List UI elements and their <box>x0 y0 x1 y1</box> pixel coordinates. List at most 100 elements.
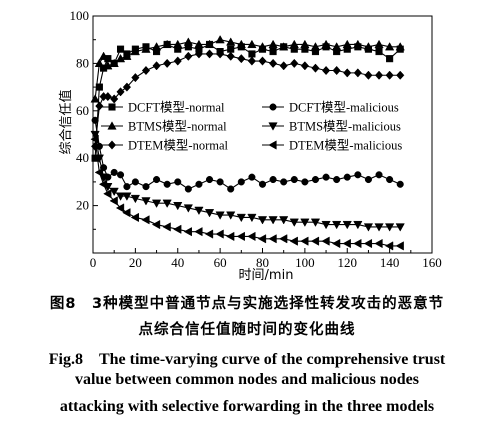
data-point <box>363 238 373 249</box>
legend-marker <box>269 103 277 111</box>
data-point <box>115 203 125 213</box>
legend-marker <box>268 140 277 150</box>
data-point <box>364 70 373 80</box>
data-point <box>363 42 374 51</box>
data-point <box>94 167 103 178</box>
data-point <box>91 116 99 124</box>
data-point <box>183 227 192 237</box>
data-point <box>353 68 362 78</box>
data-point <box>226 37 236 46</box>
data-point <box>163 180 171 188</box>
data-point <box>354 171 362 179</box>
data-point <box>385 70 394 80</box>
data-point <box>183 204 193 213</box>
data-point <box>162 222 171 232</box>
data-point <box>269 175 277 184</box>
data-point <box>90 134 99 144</box>
data-point <box>115 53 126 63</box>
data-point <box>321 65 331 76</box>
series-2 <box>91 116 404 193</box>
data-point <box>103 189 112 199</box>
data-point <box>332 65 341 76</box>
data-point <box>311 175 320 184</box>
y-tick-label: 40 <box>76 150 89 165</box>
data-point <box>194 206 204 216</box>
data-point <box>332 220 342 230</box>
data-point <box>363 223 374 232</box>
data-point <box>130 194 140 204</box>
y-axis-label: 综合信任值 <box>58 89 74 154</box>
data-point <box>151 199 162 208</box>
data-point <box>110 94 119 104</box>
data-point <box>257 216 268 225</box>
data-point <box>142 183 150 191</box>
x-tick-label: 160 <box>422 255 442 270</box>
data-point <box>162 199 172 208</box>
legend-entry: DTEM模型-malicious <box>262 139 402 153</box>
data-point <box>247 213 257 223</box>
data-point <box>91 141 100 151</box>
data-point <box>279 42 289 51</box>
data-point <box>300 39 310 49</box>
data-point <box>342 220 352 230</box>
data-point <box>385 42 395 51</box>
data-point <box>130 46 140 56</box>
data-point <box>94 58 104 68</box>
series-6 <box>90 134 404 251</box>
data-point <box>227 185 235 193</box>
data-point <box>205 49 214 59</box>
x-axis-label: 时间/min <box>239 268 294 283</box>
caption-en-line2: value between common nodes and malicious… <box>74 371 420 388</box>
series-5 <box>91 49 405 151</box>
y-tick-label: 80 <box>76 55 89 70</box>
data-point <box>122 51 132 60</box>
data-point <box>227 45 235 53</box>
data-point <box>116 87 125 97</box>
data-point <box>173 56 182 66</box>
data-point <box>321 39 331 49</box>
data-point <box>215 229 224 239</box>
x-tick-label: 60 <box>214 255 227 270</box>
data-point <box>290 175 298 184</box>
data-point <box>332 42 342 51</box>
legend-entry: BTMS模型-malicious <box>262 120 401 134</box>
data-point <box>236 213 246 223</box>
data-point <box>98 179 108 189</box>
data-point <box>122 192 132 201</box>
series-3 <box>90 34 405 103</box>
legend-marker <box>108 103 116 111</box>
legend-marker <box>107 140 117 150</box>
legend-marker <box>268 122 278 131</box>
data-point <box>115 192 126 201</box>
data-point <box>103 61 113 70</box>
data-point <box>395 42 405 51</box>
data-point <box>343 68 352 78</box>
data-point <box>301 178 309 186</box>
data-point <box>163 58 172 68</box>
data-point <box>215 34 225 44</box>
data-point <box>289 218 299 227</box>
data-point <box>194 39 204 49</box>
data-point <box>257 234 267 244</box>
legend-entry: BTMS模型-normal <box>101 120 227 134</box>
data-point <box>184 185 192 193</box>
data-point <box>386 175 394 184</box>
data-point <box>331 238 341 249</box>
data-point <box>237 54 246 64</box>
data-point <box>204 209 215 218</box>
x-tick-label: 40 <box>171 255 184 270</box>
data-point <box>130 212 139 223</box>
legend-label: BTMS模型-malicious <box>289 120 401 134</box>
legend-label: DTEM模型-malicious <box>289 139 402 153</box>
data-point <box>184 51 193 61</box>
data-point <box>90 94 100 103</box>
series-line <box>94 139 401 247</box>
data-point <box>353 238 362 249</box>
data-point <box>103 92 112 102</box>
legend-entry: DTEM模型-normal <box>101 139 229 153</box>
series-layer <box>90 34 405 251</box>
data-point <box>310 42 321 51</box>
data-point <box>194 49 204 59</box>
data-point <box>141 215 150 225</box>
data-point <box>173 39 183 49</box>
